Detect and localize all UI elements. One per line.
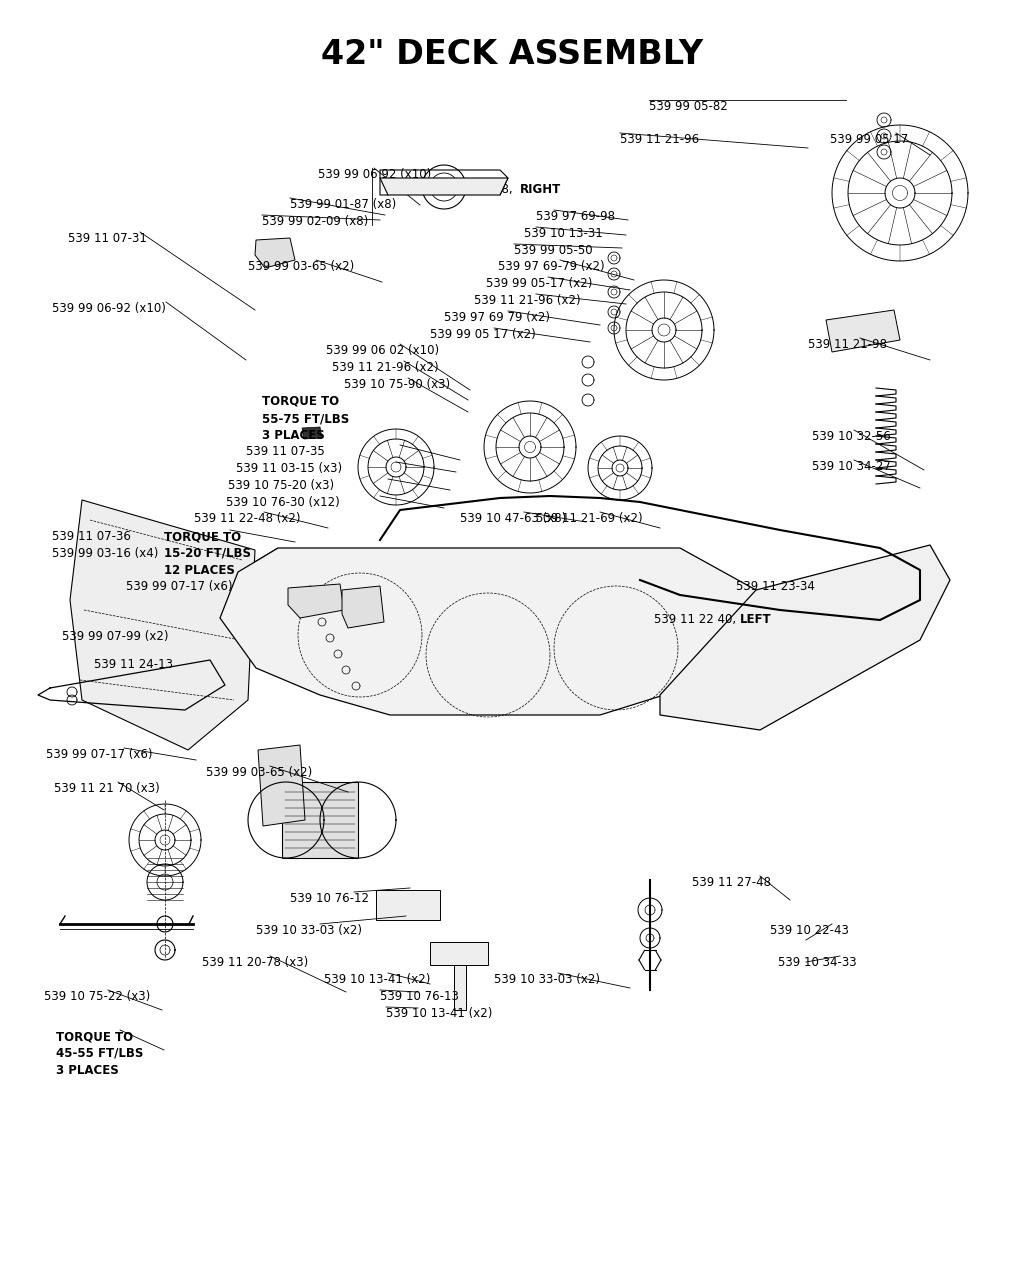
Text: 539 10 34-33: 539 10 34-33	[778, 956, 857, 968]
Text: 539 99 03-65 (x2): 539 99 03-65 (x2)	[206, 766, 312, 779]
Text: 539 10 47-63 (x8): 539 10 47-63 (x8)	[460, 512, 566, 525]
Text: 539 10 76-13: 539 10 76-13	[380, 990, 459, 1003]
Text: 539 10 34-27: 539 10 34-27	[812, 460, 891, 473]
Text: 539 99 06-92 (x10): 539 99 06-92 (x10)	[52, 302, 166, 315]
Text: 539 10 76-30 (x12): 539 10 76-30 (x12)	[226, 496, 340, 509]
Text: 539 99 01-87 (x8): 539 99 01-87 (x8)	[290, 199, 396, 211]
Text: 539 97 69-79 (x2): 539 97 69-79 (x2)	[498, 260, 604, 273]
Text: 539 10 33-03 (x2): 539 10 33-03 (x2)	[494, 974, 600, 986]
Text: 539 11 07-31: 539 11 07-31	[68, 232, 146, 245]
Text: 539 99 07-99 (x2): 539 99 07-99 (x2)	[62, 630, 169, 643]
Text: 55-75 FT/LBS: 55-75 FT/LBS	[262, 412, 349, 425]
Text: 539 97 69-98: 539 97 69-98	[536, 210, 615, 223]
Text: 539 99 05-50: 539 99 05-50	[514, 243, 593, 257]
Text: 539 11 07-35: 539 11 07-35	[246, 445, 325, 459]
Text: 539 97 69 79 (x2): 539 97 69 79 (x2)	[444, 311, 550, 324]
Text: 539 11 21 70 (x3): 539 11 21 70 (x3)	[54, 781, 160, 796]
Polygon shape	[220, 548, 756, 715]
Text: 539 10 33-03 (x2): 539 10 33-03 (x2)	[256, 924, 362, 936]
Text: 539 11 22-38,: 539 11 22-38,	[430, 183, 516, 196]
Text: 15-20 FT/LBS: 15-20 FT/LBS	[164, 547, 251, 560]
Text: 539 11 21-96 (x2): 539 11 21-96 (x2)	[474, 295, 581, 307]
Text: 3 PLACES: 3 PLACES	[262, 429, 325, 442]
Text: 539 99 05 17 (x2): 539 99 05 17 (x2)	[430, 328, 536, 341]
Text: LEFT: LEFT	[740, 614, 772, 626]
Text: 539 11 21-98: 539 11 21-98	[808, 338, 887, 351]
Text: 539 99 07-17 (x6): 539 99 07-17 (x6)	[46, 748, 153, 761]
Text: 539 11 21-69 (x2): 539 11 21-69 (x2)	[536, 512, 643, 525]
Text: 539 10 13-41 (x2): 539 10 13-41 (x2)	[386, 1007, 493, 1020]
Text: 539 10 13-31: 539 10 13-31	[524, 227, 603, 240]
Text: TORQUE TO: TORQUE TO	[164, 530, 241, 543]
Text: 539 11 22 40,: 539 11 22 40,	[654, 614, 740, 626]
Text: 42" DECK ASSEMBLY: 42" DECK ASSEMBLY	[321, 38, 703, 72]
Text: 539 10 75-22 (x3): 539 10 75-22 (x3)	[44, 990, 151, 1003]
Text: 539 10 75-20 (x3): 539 10 75-20 (x3)	[228, 479, 334, 492]
Polygon shape	[342, 585, 384, 628]
Text: 45-55 FT/LBS: 45-55 FT/LBS	[56, 1047, 143, 1059]
Text: 539 11 21-96 (x2): 539 11 21-96 (x2)	[332, 361, 438, 374]
Text: 539 10 13-41 (x2): 539 10 13-41 (x2)	[324, 974, 430, 986]
Text: 12 PLACES: 12 PLACES	[164, 564, 234, 576]
Polygon shape	[376, 890, 440, 920]
Polygon shape	[70, 500, 255, 749]
Polygon shape	[430, 942, 488, 965]
Text: 539 99 07-17 (x6): 539 99 07-17 (x6)	[126, 580, 232, 593]
Text: 539 10 22-43: 539 10 22-43	[770, 924, 849, 936]
Polygon shape	[282, 781, 358, 858]
Text: 539 10 32-56: 539 10 32-56	[812, 430, 891, 443]
Text: 539 99 05-82: 539 99 05-82	[649, 100, 728, 113]
Polygon shape	[380, 178, 508, 195]
Polygon shape	[660, 544, 950, 730]
Text: TORQUE TO: TORQUE TO	[262, 395, 339, 409]
Polygon shape	[454, 965, 466, 1009]
Text: 539 99 06 02 (x10): 539 99 06 02 (x10)	[326, 345, 439, 357]
Text: 539 11 20-78 (x3): 539 11 20-78 (x3)	[202, 956, 308, 968]
Text: 539 11 22-48 (x2): 539 11 22-48 (x2)	[194, 512, 300, 525]
Text: 539 11 03-15 (x3): 539 11 03-15 (x3)	[236, 462, 342, 475]
Text: TORQUE TO: TORQUE TO	[56, 1030, 133, 1043]
Text: 539 99 03-65 (x2): 539 99 03-65 (x2)	[248, 260, 354, 273]
Polygon shape	[302, 427, 322, 439]
Polygon shape	[255, 238, 295, 268]
Text: 539 11 27-48: 539 11 27-48	[692, 876, 771, 889]
Text: 539 11 21-96: 539 11 21-96	[620, 133, 699, 146]
Text: 539 11 24-13: 539 11 24-13	[94, 658, 173, 671]
Text: 539 99 05 17: 539 99 05 17	[830, 133, 908, 146]
Polygon shape	[238, 548, 278, 591]
Text: 539 10 76-12: 539 10 76-12	[290, 892, 369, 904]
Text: 539 11 23-34: 539 11 23-34	[736, 580, 815, 593]
Text: 539 99 02-09 (x8): 539 99 02-09 (x8)	[262, 215, 369, 228]
Text: RIGHT: RIGHT	[520, 183, 561, 196]
Text: 539 99 05-17 (x2): 539 99 05-17 (x2)	[486, 277, 592, 290]
Text: 539 10 75-90 (x3): 539 10 75-90 (x3)	[344, 378, 451, 391]
Text: 539 99 06 92 (x10): 539 99 06 92 (x10)	[318, 168, 431, 181]
Text: 539 11 07-36: 539 11 07-36	[52, 530, 131, 543]
Polygon shape	[288, 584, 344, 617]
Text: 539 99 03-16 (x4): 539 99 03-16 (x4)	[52, 547, 159, 560]
Polygon shape	[826, 310, 900, 352]
Polygon shape	[258, 746, 305, 826]
Text: 3 PLACES: 3 PLACES	[56, 1065, 119, 1077]
